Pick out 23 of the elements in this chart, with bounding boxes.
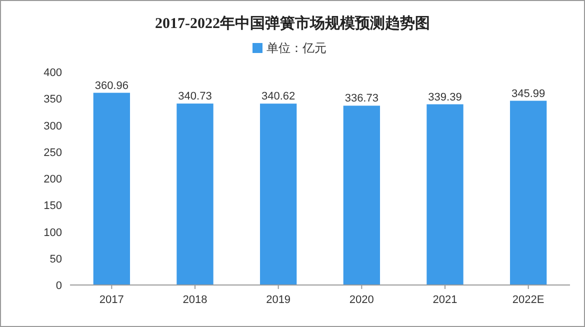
y-tick-label: 300 xyxy=(44,120,62,132)
y-tick-label: 250 xyxy=(44,146,62,159)
data-label: 339.39 xyxy=(428,91,462,104)
data-label: 340.62 xyxy=(262,90,296,103)
x-tick-label: 2017 xyxy=(99,294,124,306)
x-tick-label: 2022E xyxy=(512,294,544,306)
x-tick-label: 2020 xyxy=(349,294,374,306)
chart-title: 2017-2022年中国弹簧市场规模预测趋势图 xyxy=(155,14,430,32)
data-label: 345.99 xyxy=(512,88,546,100)
x-tick-label: 2018 xyxy=(182,294,208,306)
legend-label: 单位：亿元 xyxy=(266,41,326,55)
y-tick-label: 150 xyxy=(44,200,62,212)
y-tick-label: 350 xyxy=(44,94,62,106)
y-tick-label: 200 xyxy=(44,174,62,186)
data-label: 336.73 xyxy=(344,92,378,105)
x-tick-label: 2021 xyxy=(432,294,458,306)
y-tick-label: 0 xyxy=(56,280,62,292)
y-tick-label: 400 xyxy=(44,67,62,79)
x-tick-label: 2019 xyxy=(266,294,291,306)
y-tick-label: 50 xyxy=(50,253,62,266)
y-tick-label: 100 xyxy=(44,226,62,239)
data-label: 360.96 xyxy=(94,80,128,92)
data-label: 340.73 xyxy=(178,90,212,103)
